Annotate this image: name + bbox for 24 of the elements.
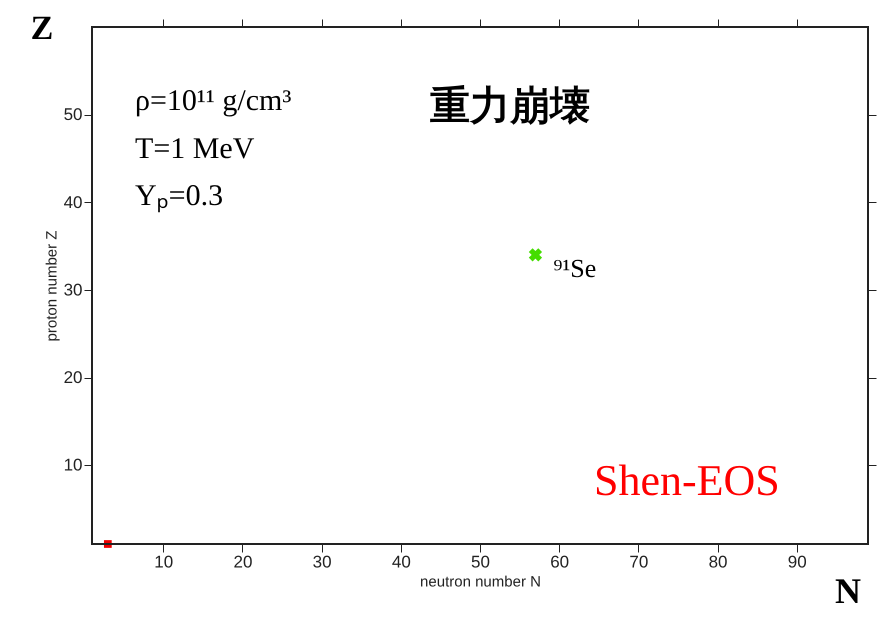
x-tick-label: 80 [708, 552, 728, 572]
x-tick-label: 90 [788, 552, 807, 572]
annotation: Yₚ=0.3 [135, 179, 224, 213]
x-axis-title: neutron number N [420, 574, 541, 590]
annotation: Shen-EOS [594, 456, 780, 505]
text: N [835, 571, 861, 611]
annotation: 重力崩壊 [430, 83, 590, 129]
x-tick-label: 70 [629, 552, 648, 572]
x-tick-label: 60 [550, 552, 570, 572]
y-tick-label: 50 [64, 105, 82, 124]
x-tick-label: 10 [154, 552, 174, 572]
y-tick-label: 20 [64, 368, 82, 388]
annotation: ρ=10¹¹ g/cm³ [135, 84, 292, 117]
annotation: ⁹¹Se [553, 254, 596, 283]
annotation: T=1 MeV [135, 132, 255, 165]
text: Z [30, 10, 54, 47]
x-tick-label: 20 [233, 552, 252, 572]
x-tick-label: 50 [471, 552, 490, 572]
y-tick-label: 10 [64, 456, 82, 475]
x-tick-label: 30 [312, 552, 332, 572]
y-tick-label: 40 [64, 192, 82, 212]
x-tick-label: 40 [392, 552, 411, 572]
y-axis-title: proton number Z [44, 230, 61, 342]
y-tick-label: 30 [64, 280, 82, 300]
